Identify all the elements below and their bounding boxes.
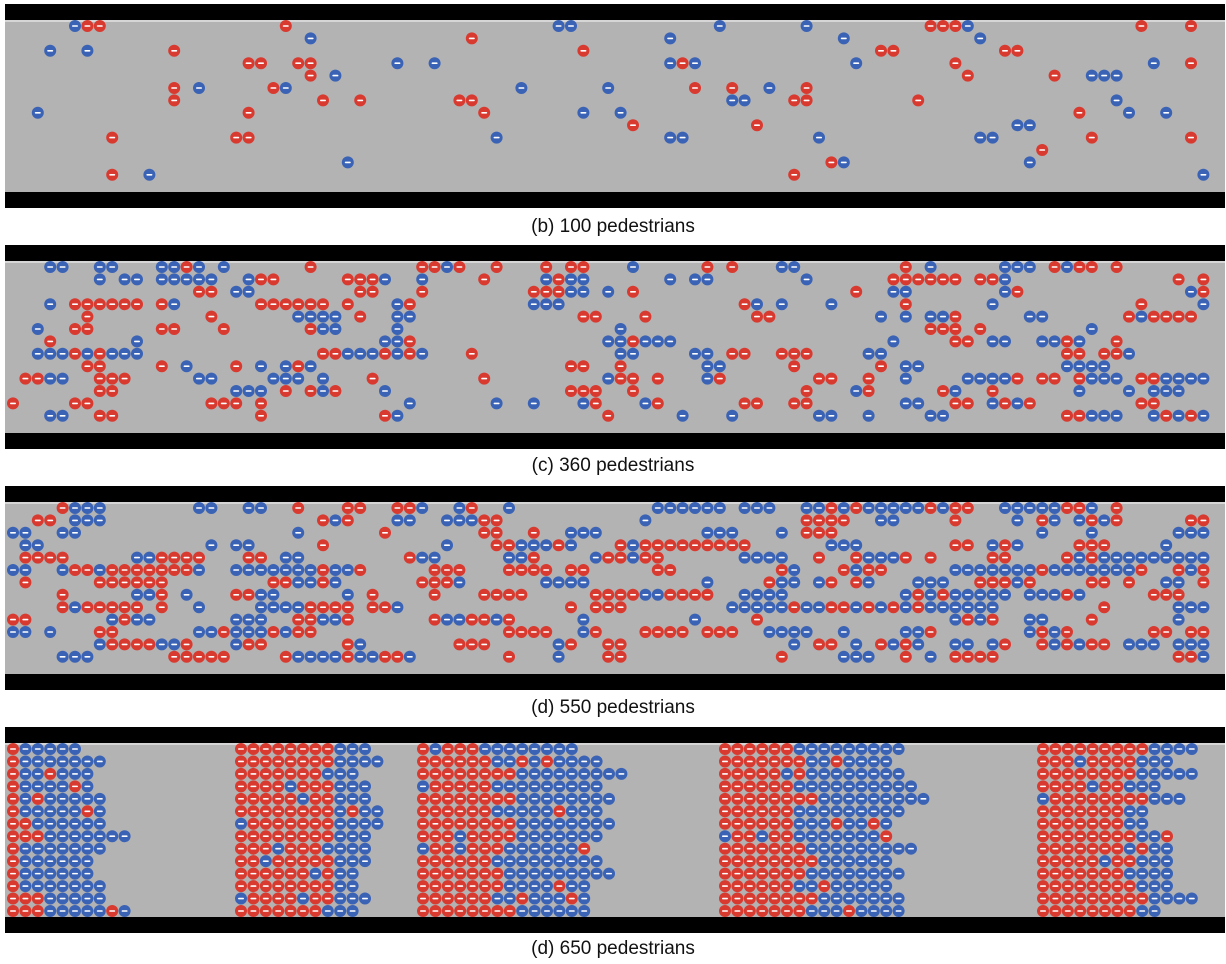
corridor-simulation-100 <box>5 4 1225 208</box>
corridor-simulation-550 <box>5 486 1225 690</box>
corridor-floor-edge <box>5 261 1225 263</box>
corridor-floor-edge <box>5 743 1225 745</box>
caption-100: (b) 100 pedestrians <box>531 216 695 237</box>
caption-650: (d) 650 pedestrians <box>531 938 695 959</box>
corridor-panel-650 <box>5 727 1225 933</box>
caption-550: (d) 550 pedestrians <box>531 697 695 718</box>
corridor-panel-550 <box>5 486 1225 690</box>
pedestrian-crowd <box>7 502 1210 663</box>
pedestrian-crowd <box>31 20 1210 181</box>
corridor-floor <box>5 20 1225 192</box>
corridor-floor <box>5 743 1225 917</box>
corridor-floor-edge <box>5 502 1225 504</box>
caption-360: (c) 360 pedestrians <box>531 455 695 476</box>
corridor-panel-100 <box>5 4 1225 208</box>
corridor-panel-360 <box>5 245 1225 449</box>
pedestrian-crowd <box>7 743 1198 917</box>
corridor-floor-edge <box>5 20 1225 22</box>
pedestrian-crowd <box>7 261 1210 422</box>
corridor-simulation-360 <box>5 245 1225 449</box>
corridor-simulation-650 <box>5 727 1225 933</box>
